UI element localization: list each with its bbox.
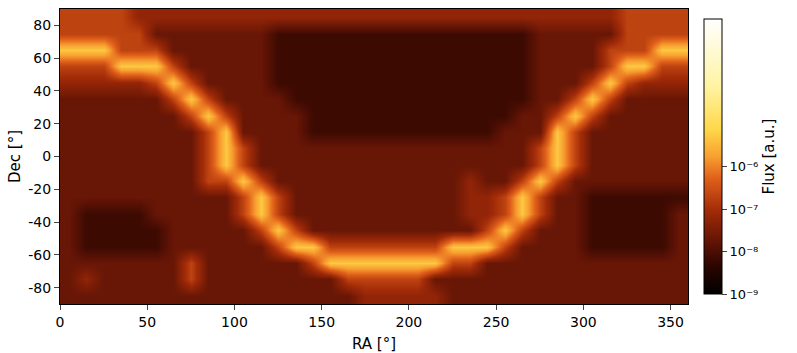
svg-text:Dec [°]: Dec [°] bbox=[6, 130, 24, 183]
svg-text:-80: -80 bbox=[28, 280, 51, 296]
svg-text:60: 60 bbox=[33, 50, 51, 66]
svg-text:250: 250 bbox=[483, 314, 510, 330]
svg-text:10⁻⁶: 10⁻⁶ bbox=[730, 159, 759, 174]
svg-text:RA [°]: RA [°] bbox=[352, 335, 396, 353]
svg-text:80: 80 bbox=[33, 17, 51, 33]
svg-text:10⁻⁹: 10⁻⁹ bbox=[730, 287, 759, 302]
svg-text:-40: -40 bbox=[28, 214, 51, 230]
svg-text:300: 300 bbox=[570, 314, 597, 330]
svg-text:-60: -60 bbox=[28, 247, 51, 263]
svg-text:-20: -20 bbox=[28, 181, 51, 197]
svg-text:350: 350 bbox=[657, 314, 684, 330]
svg-text:10⁻⁷: 10⁻⁷ bbox=[730, 202, 759, 217]
svg-text:150: 150 bbox=[308, 314, 335, 330]
svg-text:40: 40 bbox=[33, 83, 51, 99]
svg-text:50: 50 bbox=[138, 314, 156, 330]
svg-text:10⁻⁸: 10⁻⁸ bbox=[730, 244, 759, 259]
svg-text:100: 100 bbox=[221, 314, 248, 330]
svg-text:0: 0 bbox=[56, 314, 65, 330]
svg-text:20: 20 bbox=[33, 116, 51, 132]
svg-text:200: 200 bbox=[396, 314, 423, 330]
svg-text:Flux [a.u.]: Flux [a.u.] bbox=[760, 119, 778, 195]
svg-text:0: 0 bbox=[42, 148, 51, 164]
